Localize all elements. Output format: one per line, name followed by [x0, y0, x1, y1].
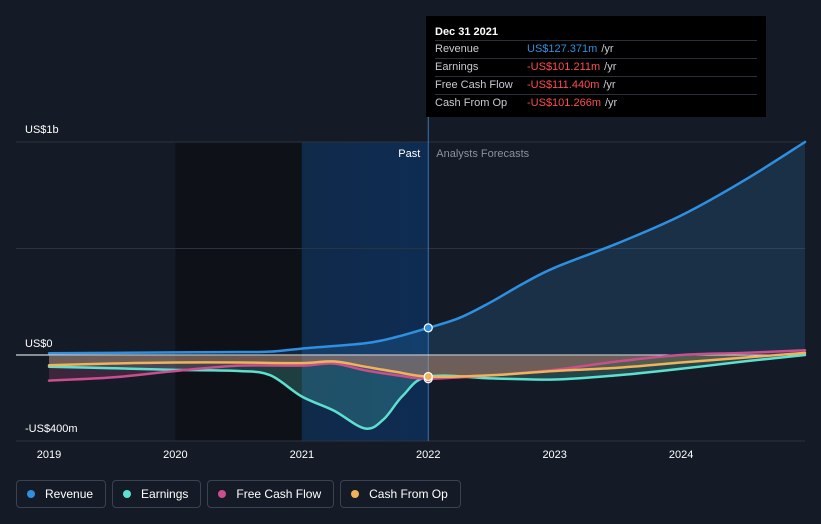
marker-revenue	[423, 323, 433, 333]
legend-item-earnings[interactable]: Earnings	[112, 480, 202, 508]
legend-dot-icon	[123, 490, 132, 498]
area-free-cash-flow	[49, 350, 805, 381]
y-tick-label: US$1b	[25, 124, 59, 136]
legend-dot-icon	[351, 490, 360, 498]
x-tick-label: 2020	[163, 449, 187, 461]
series-lines	[47, 140, 807, 430]
chart-background	[175, 142, 429, 441]
line-earnings	[47, 353, 807, 430]
tooltip-row-unit: /yr	[603, 79, 616, 91]
x-tick-label: 2019	[37, 449, 61, 461]
legend-dot-icon	[218, 490, 227, 498]
marker-cash-from-op	[423, 371, 433, 382]
tooltip-row-label: Free Cash Flow	[435, 79, 513, 91]
tooltip-row-label: Cash From Op	[435, 97, 508, 109]
forecast-label: Analysts Forecasts	[436, 148, 529, 160]
tooltip-row-label: Earnings	[435, 61, 479, 73]
y-tick-label: -US$400m	[25, 423, 78, 435]
tooltip-row-label: Revenue	[435, 43, 480, 55]
tooltip-row: Free Cash Flow -US$111.440m/yr	[435, 76, 757, 94]
y-tick-label: US$0	[25, 338, 53, 350]
tooltip-row-value: -US$101.211m	[527, 61, 601, 73]
tooltip-row-value: -US$101.266m	[527, 97, 601, 109]
x-tick-label: 2021	[290, 449, 314, 461]
legend: Revenue Earnings Free Cash Flow Cash From O…	[16, 480, 461, 508]
x-tick-label: 2023	[542, 449, 566, 461]
tooltip-row-unit: /yr	[604, 61, 617, 73]
past-band-dark	[175, 142, 302, 441]
tooltip-row-unit: /yr	[605, 97, 618, 109]
area-revenue	[49, 142, 805, 355]
area-earnings	[49, 355, 805, 429]
tooltip-row-unit: /yr	[601, 43, 614, 55]
area-cash-from-op	[49, 352, 805, 377]
tooltip-date: Dec 31 2021	[435, 26, 498, 38]
legend-label: Cash From Op	[369, 487, 448, 501]
legend-label: Free Cash Flow	[236, 487, 322, 501]
axis-labels: US$1b US$0 -US$400m 2019 2020 2021 2022 2023 202…	[25, 124, 693, 461]
series-areas	[49, 142, 805, 429]
hover-markers	[423, 323, 433, 384]
tooltip-row: Cash From Op -US$101.266m/yr	[435, 94, 757, 112]
tooltip-row: Revenue US$127.371m/yr	[435, 40, 757, 58]
tooltip-row: Earnings -US$101.211m/yr	[435, 58, 757, 76]
legend-item-revenue[interactable]: Revenue	[16, 480, 107, 508]
legend-item-cash-from-op[interactable]: Cash From Op	[340, 480, 461, 508]
line-free-cash-flow	[47, 349, 807, 382]
tooltip-row-value: US$127.371m	[527, 43, 598, 55]
line-cash-from-op	[47, 351, 807, 378]
tooltip-row-value: -US$111.440m	[527, 79, 600, 91]
legend-label: Earnings	[141, 487, 189, 501]
legend-dot-icon	[27, 490, 35, 498]
x-tick-label: 2024	[669, 449, 693, 461]
legend-item-free-cash-flow[interactable]: Free Cash Flow	[207, 480, 335, 508]
x-tick-label: 2022	[416, 449, 440, 461]
tooltip: Dec 31 2021 Revenue US$127.371m/yr Earning…	[426, 16, 766, 117]
past-label: Past	[398, 148, 420, 160]
legend-label: Revenue	[45, 487, 94, 501]
